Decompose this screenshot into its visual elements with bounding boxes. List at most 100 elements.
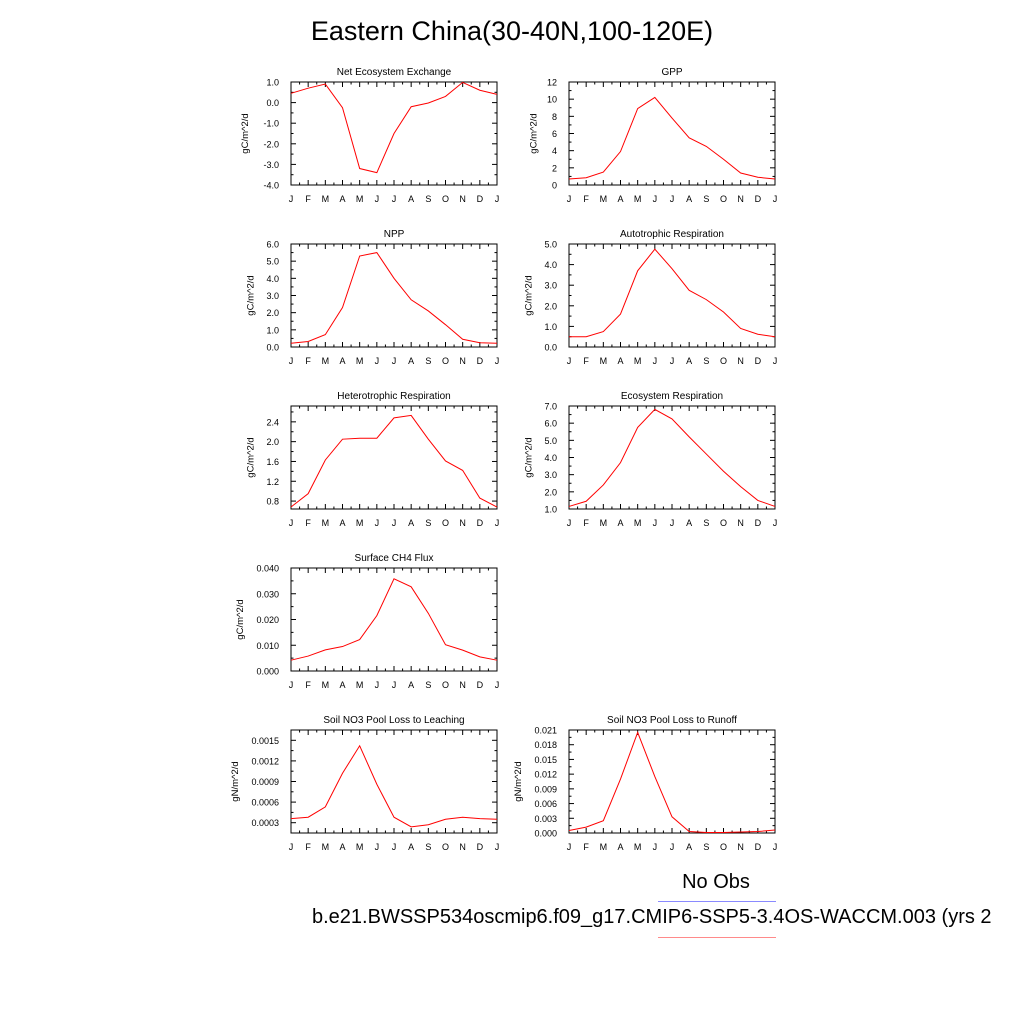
y-tick-label: 3.0	[544, 470, 557, 480]
series-line	[290, 414, 498, 508]
x-tick-label: A	[408, 356, 414, 366]
y-tick-label: 0.012	[534, 770, 557, 780]
x-tick-label: D	[477, 680, 484, 690]
y-tick-label: 1.6	[266, 457, 279, 467]
series-line	[290, 252, 498, 344]
x-tick-label: J	[289, 356, 294, 366]
x-tick-label: O	[442, 194, 449, 204]
x-tick-label: D	[477, 194, 484, 204]
x-tick-label: O	[720, 194, 727, 204]
y-tick-label: 2.4	[266, 417, 279, 427]
panel-soil-no3-pool-loss-to-runoff: J F M A M J J A S O N D J0.0000.0030.0060.0090.0120.…	[513, 715, 777, 852]
x-tick-label: J	[375, 356, 380, 366]
x-tick-label: F	[583, 194, 589, 204]
x-tick-label: J	[289, 194, 294, 204]
y-tick-label: 0.040	[256, 564, 279, 574]
x-tick-label: A	[339, 518, 345, 528]
series-line	[569, 248, 776, 338]
y-axis-label: gC/m^2/d	[529, 113, 540, 153]
x-tick-label: J	[653, 842, 658, 852]
y-tick-label: 0.021	[534, 726, 557, 736]
x-tick-label: A	[617, 194, 623, 204]
x-tick-label: M	[356, 194, 364, 204]
x-tick-label: D	[755, 518, 762, 528]
y-tick-label: 5.0	[544, 436, 557, 446]
x-tick-label: A	[686, 518, 692, 528]
y-tick-label: 7.0	[544, 402, 557, 412]
x-tick-label: J	[495, 194, 500, 204]
x-tick-label: A	[686, 842, 692, 852]
x-tick-label: A	[408, 194, 414, 204]
x-tick-label: J	[375, 194, 380, 204]
x-tick-label: F	[583, 356, 589, 366]
y-tick-label: 0	[552, 181, 557, 191]
x-tick-label: N	[459, 194, 466, 204]
x-tick-label: N	[737, 356, 744, 366]
panel-ecosystem-respiration: J F M A M J J A S O N D J1.02.03.04.05.06.07.0gC/m^2…	[523, 391, 777, 528]
y-tick-label: 0.009	[534, 784, 557, 794]
y-tick-label: -1.0	[263, 119, 279, 129]
y-axis-label: gN/m^2/d	[230, 761, 241, 801]
legend-line-obs	[658, 901, 776, 902]
x-tick-label: M	[356, 356, 364, 366]
x-tick-label: A	[339, 194, 345, 204]
y-axis-label: gC/m^2/d	[523, 275, 534, 315]
x-tick-label: N	[737, 842, 744, 852]
y-tick-label: 1.2	[266, 477, 279, 487]
panel-title: Surface CH4 Flux	[355, 553, 434, 564]
panel-title: GPP	[661, 67, 682, 78]
x-tick-label: M	[356, 518, 364, 528]
x-tick-label: J	[670, 518, 675, 528]
x-tick-label: J	[375, 680, 380, 690]
x-tick-label: O	[720, 356, 727, 366]
y-tick-label: 1.0	[544, 322, 557, 332]
x-tick-label: M	[322, 680, 330, 690]
x-tick-label: J	[773, 356, 778, 366]
y-tick-label: 1.0	[266, 325, 279, 335]
x-tick-label: F	[305, 356, 311, 366]
panel-title: NPP	[384, 229, 405, 240]
x-tick-label: M	[634, 842, 642, 852]
x-tick-label: F	[305, 518, 311, 528]
series-line	[568, 408, 776, 507]
x-tick-label: M	[322, 356, 330, 366]
x-tick-label: J	[653, 194, 658, 204]
y-tick-label: 3.0	[544, 281, 557, 291]
y-tick-label: -4.0	[263, 181, 279, 191]
y-tick-label: 3.0	[266, 291, 279, 301]
plot-frame	[568, 81, 776, 186]
x-tick-label: J	[495, 518, 500, 528]
x-tick-label: J	[567, 356, 572, 366]
x-tick-label: J	[773, 518, 778, 528]
x-tick-label: J	[670, 842, 675, 852]
y-tick-label: 0.0	[266, 343, 279, 353]
y-tick-label: 0.030	[256, 589, 279, 599]
x-tick-label: O	[720, 518, 727, 528]
y-tick-label: 4.0	[544, 260, 557, 270]
y-tick-label: 2.0	[266, 437, 279, 447]
y-tick-label: 0.0009	[251, 777, 279, 787]
y-tick-label: -2.0	[263, 139, 279, 149]
y-tick-label: 0.015	[534, 755, 557, 765]
x-tick-label: A	[408, 680, 414, 690]
x-tick-label: N	[459, 680, 466, 690]
x-tick-label: J	[375, 842, 380, 852]
panel-title: Heterotrophic Respiration	[337, 391, 450, 402]
plot-frame	[290, 567, 498, 672]
series-line	[290, 81, 498, 174]
x-tick-label: J	[289, 680, 294, 690]
x-tick-label: F	[305, 194, 311, 204]
x-tick-label: S	[703, 356, 709, 366]
legend-label: No Obs	[682, 871, 750, 893]
x-tick-label: N	[737, 518, 744, 528]
y-axis-label: gC/m^2/d	[523, 437, 534, 477]
x-tick-label: J	[670, 194, 675, 204]
x-tick-label: A	[339, 680, 345, 690]
x-tick-label: A	[408, 518, 414, 528]
x-tick-label: A	[339, 356, 345, 366]
panel-npp: J F M A M J J A S O N D J0.01.02.03.04.05.06.0gC/m^2…	[245, 229, 499, 366]
x-tick-label: J	[773, 194, 778, 204]
y-tick-label: 2.0	[544, 487, 557, 497]
y-tick-label: 0.020	[256, 615, 279, 625]
